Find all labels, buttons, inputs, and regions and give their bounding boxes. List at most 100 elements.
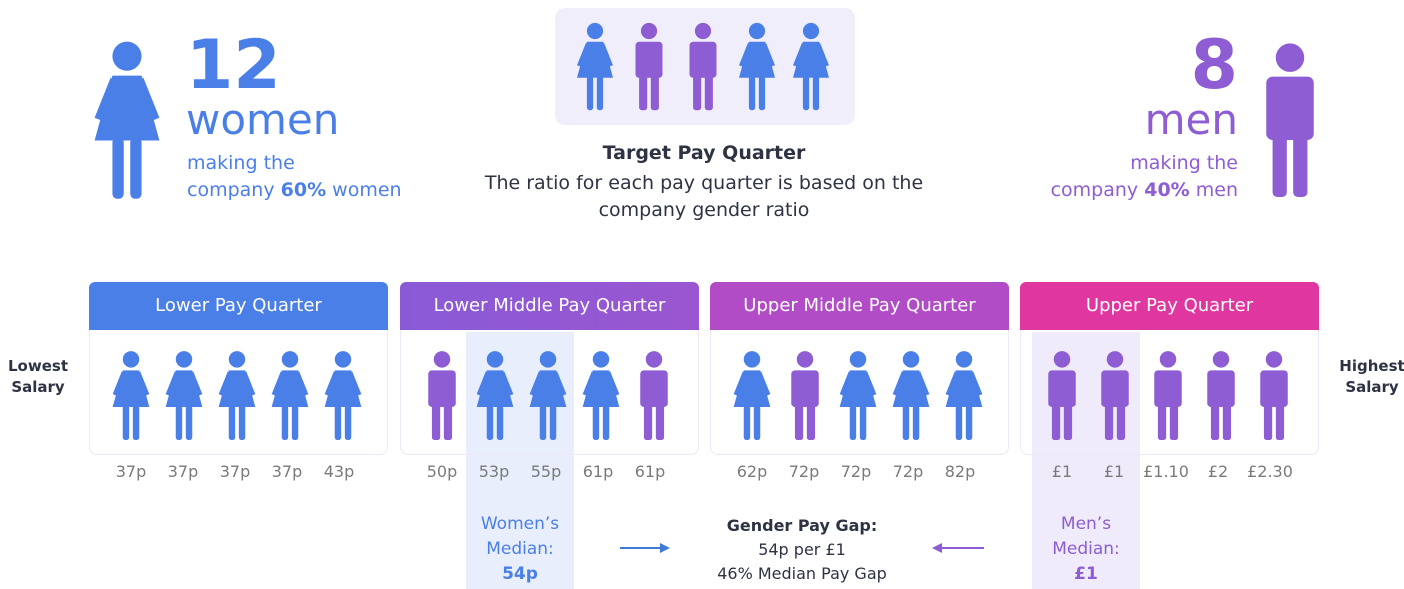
icon-shape: [739, 22, 775, 111]
icon-shape: [577, 22, 613, 111]
pay-label: 53p: [478, 462, 510, 481]
women-median: Women’s Median: 54p: [466, 512, 574, 587]
men-median: Men’s Median: £1: [1032, 512, 1140, 587]
pay-label: 61p: [582, 462, 614, 481]
icon-shape: [635, 22, 663, 111]
man-icon: [791, 351, 819, 440]
icon-shape: [1154, 351, 1182, 440]
man-icon: [428, 351, 456, 440]
woman-icon: [324, 351, 362, 440]
man-icon: [1260, 351, 1288, 440]
share: 60%: [280, 179, 327, 201]
icon-shape: [1207, 351, 1235, 440]
text-line: making the: [1130, 152, 1238, 174]
text: company: [1050, 179, 1139, 201]
pay-label: £1: [1103, 462, 1125, 481]
icon-shape: [793, 22, 829, 111]
text: company: [187, 179, 275, 201]
quarter-body: [710, 330, 1009, 455]
man-icon: [689, 22, 717, 111]
text: women: [332, 179, 402, 201]
woman-icon: [529, 351, 567, 440]
icon-shape: [529, 351, 567, 440]
icon-shape: [1260, 351, 1288, 440]
woman-icon: [582, 351, 620, 440]
icon-shape: [218, 351, 256, 440]
gap-line: 54p per £1: [758, 540, 846, 559]
pay-label: £1.10: [1143, 462, 1189, 481]
man-icon: [1101, 351, 1129, 440]
icon-shape: [165, 351, 203, 440]
median-label: Women’s Median:: [480, 514, 560, 559]
icon-shape: [689, 22, 717, 111]
arrow-right: [620, 543, 670, 553]
highest-salary: Highest Salary: [1339, 357, 1404, 396]
pay-label: 82p: [944, 462, 976, 481]
women-text: making the company 60% women: [187, 150, 402, 204]
pay-label: 37p: [219, 462, 251, 481]
pay-label: £1: [1051, 462, 1073, 481]
woman-icon: [112, 351, 150, 440]
men-count: 8: [1190, 26, 1238, 105]
icon-shape: [640, 351, 668, 440]
quarter-header: Lower Pay Quarter: [89, 282, 388, 330]
woman-icon: [839, 351, 877, 440]
lowest-salary: Lowest Salary: [8, 357, 68, 396]
man-icon: [1048, 351, 1076, 440]
pay-label: 37p: [167, 462, 199, 481]
target-description: The ratio for each pay quarter is based …: [484, 172, 924, 221]
icon-shape: [476, 351, 514, 440]
man-icon: [1154, 351, 1182, 440]
pay-label: 43p: [323, 462, 355, 481]
quarter-header: Lower Middle Pay Quarter: [400, 282, 699, 330]
woman-icon: [476, 351, 514, 440]
quarter-body: [89, 330, 388, 455]
woman-icon: [892, 351, 930, 440]
icon-shape: [271, 351, 309, 440]
woman-icon: [165, 351, 203, 440]
women-count: 12: [186, 26, 281, 105]
icon-shape: [1101, 351, 1129, 440]
pay-label: 61p: [634, 462, 666, 481]
man-icon: [1207, 351, 1235, 440]
icon-shape: [791, 351, 819, 440]
pay-label: £2.30: [1247, 462, 1293, 481]
pay-label: 50p: [426, 462, 458, 481]
woman-icon: [271, 351, 309, 440]
pay-label: £2: [1207, 462, 1229, 481]
share: 40%: [1144, 179, 1190, 201]
pay-label: 72p: [788, 462, 820, 481]
median-label: Men’s Median:: [1052, 514, 1120, 559]
woman-icon: [739, 22, 775, 111]
quarter-body: [1020, 330, 1319, 455]
woman-icon: [793, 22, 829, 111]
pay-label: 55p: [530, 462, 562, 481]
woman-icon: [733, 351, 771, 440]
icon-shape: [945, 351, 983, 440]
pay-label: 62p: [736, 462, 768, 481]
icon-shape: [733, 351, 771, 440]
woman-icon: [94, 41, 160, 199]
woman-icon: [945, 351, 983, 440]
icon-shape: [1048, 351, 1076, 440]
men-label: men: [1144, 95, 1238, 144]
men-text: making the company 40% men: [1051, 150, 1238, 204]
quarter-header: Upper Middle Pay Quarter: [710, 282, 1009, 330]
icon-shape: [839, 351, 877, 440]
icon-shape: [324, 351, 362, 440]
text-line: company 40% men: [1051, 177, 1238, 204]
gender-pay-gap: Gender Pay Gap: 54p per £1 46% Median Pa…: [680, 514, 924, 586]
icon-shape: [582, 351, 620, 440]
women-label: women: [186, 95, 340, 144]
man-icon: [635, 22, 663, 111]
target-title: Target Pay Quarter: [602, 142, 806, 164]
text-line: company 60% women: [187, 177, 402, 204]
quarter-body: [400, 330, 699, 455]
woman-icon: [577, 22, 613, 111]
man-icon: [1266, 43, 1314, 197]
median-value: 54p: [502, 564, 538, 584]
text: men: [1195, 179, 1238, 201]
gap-line: 46% Median Pay Gap: [717, 564, 887, 583]
arrow-left: [932, 543, 984, 553]
